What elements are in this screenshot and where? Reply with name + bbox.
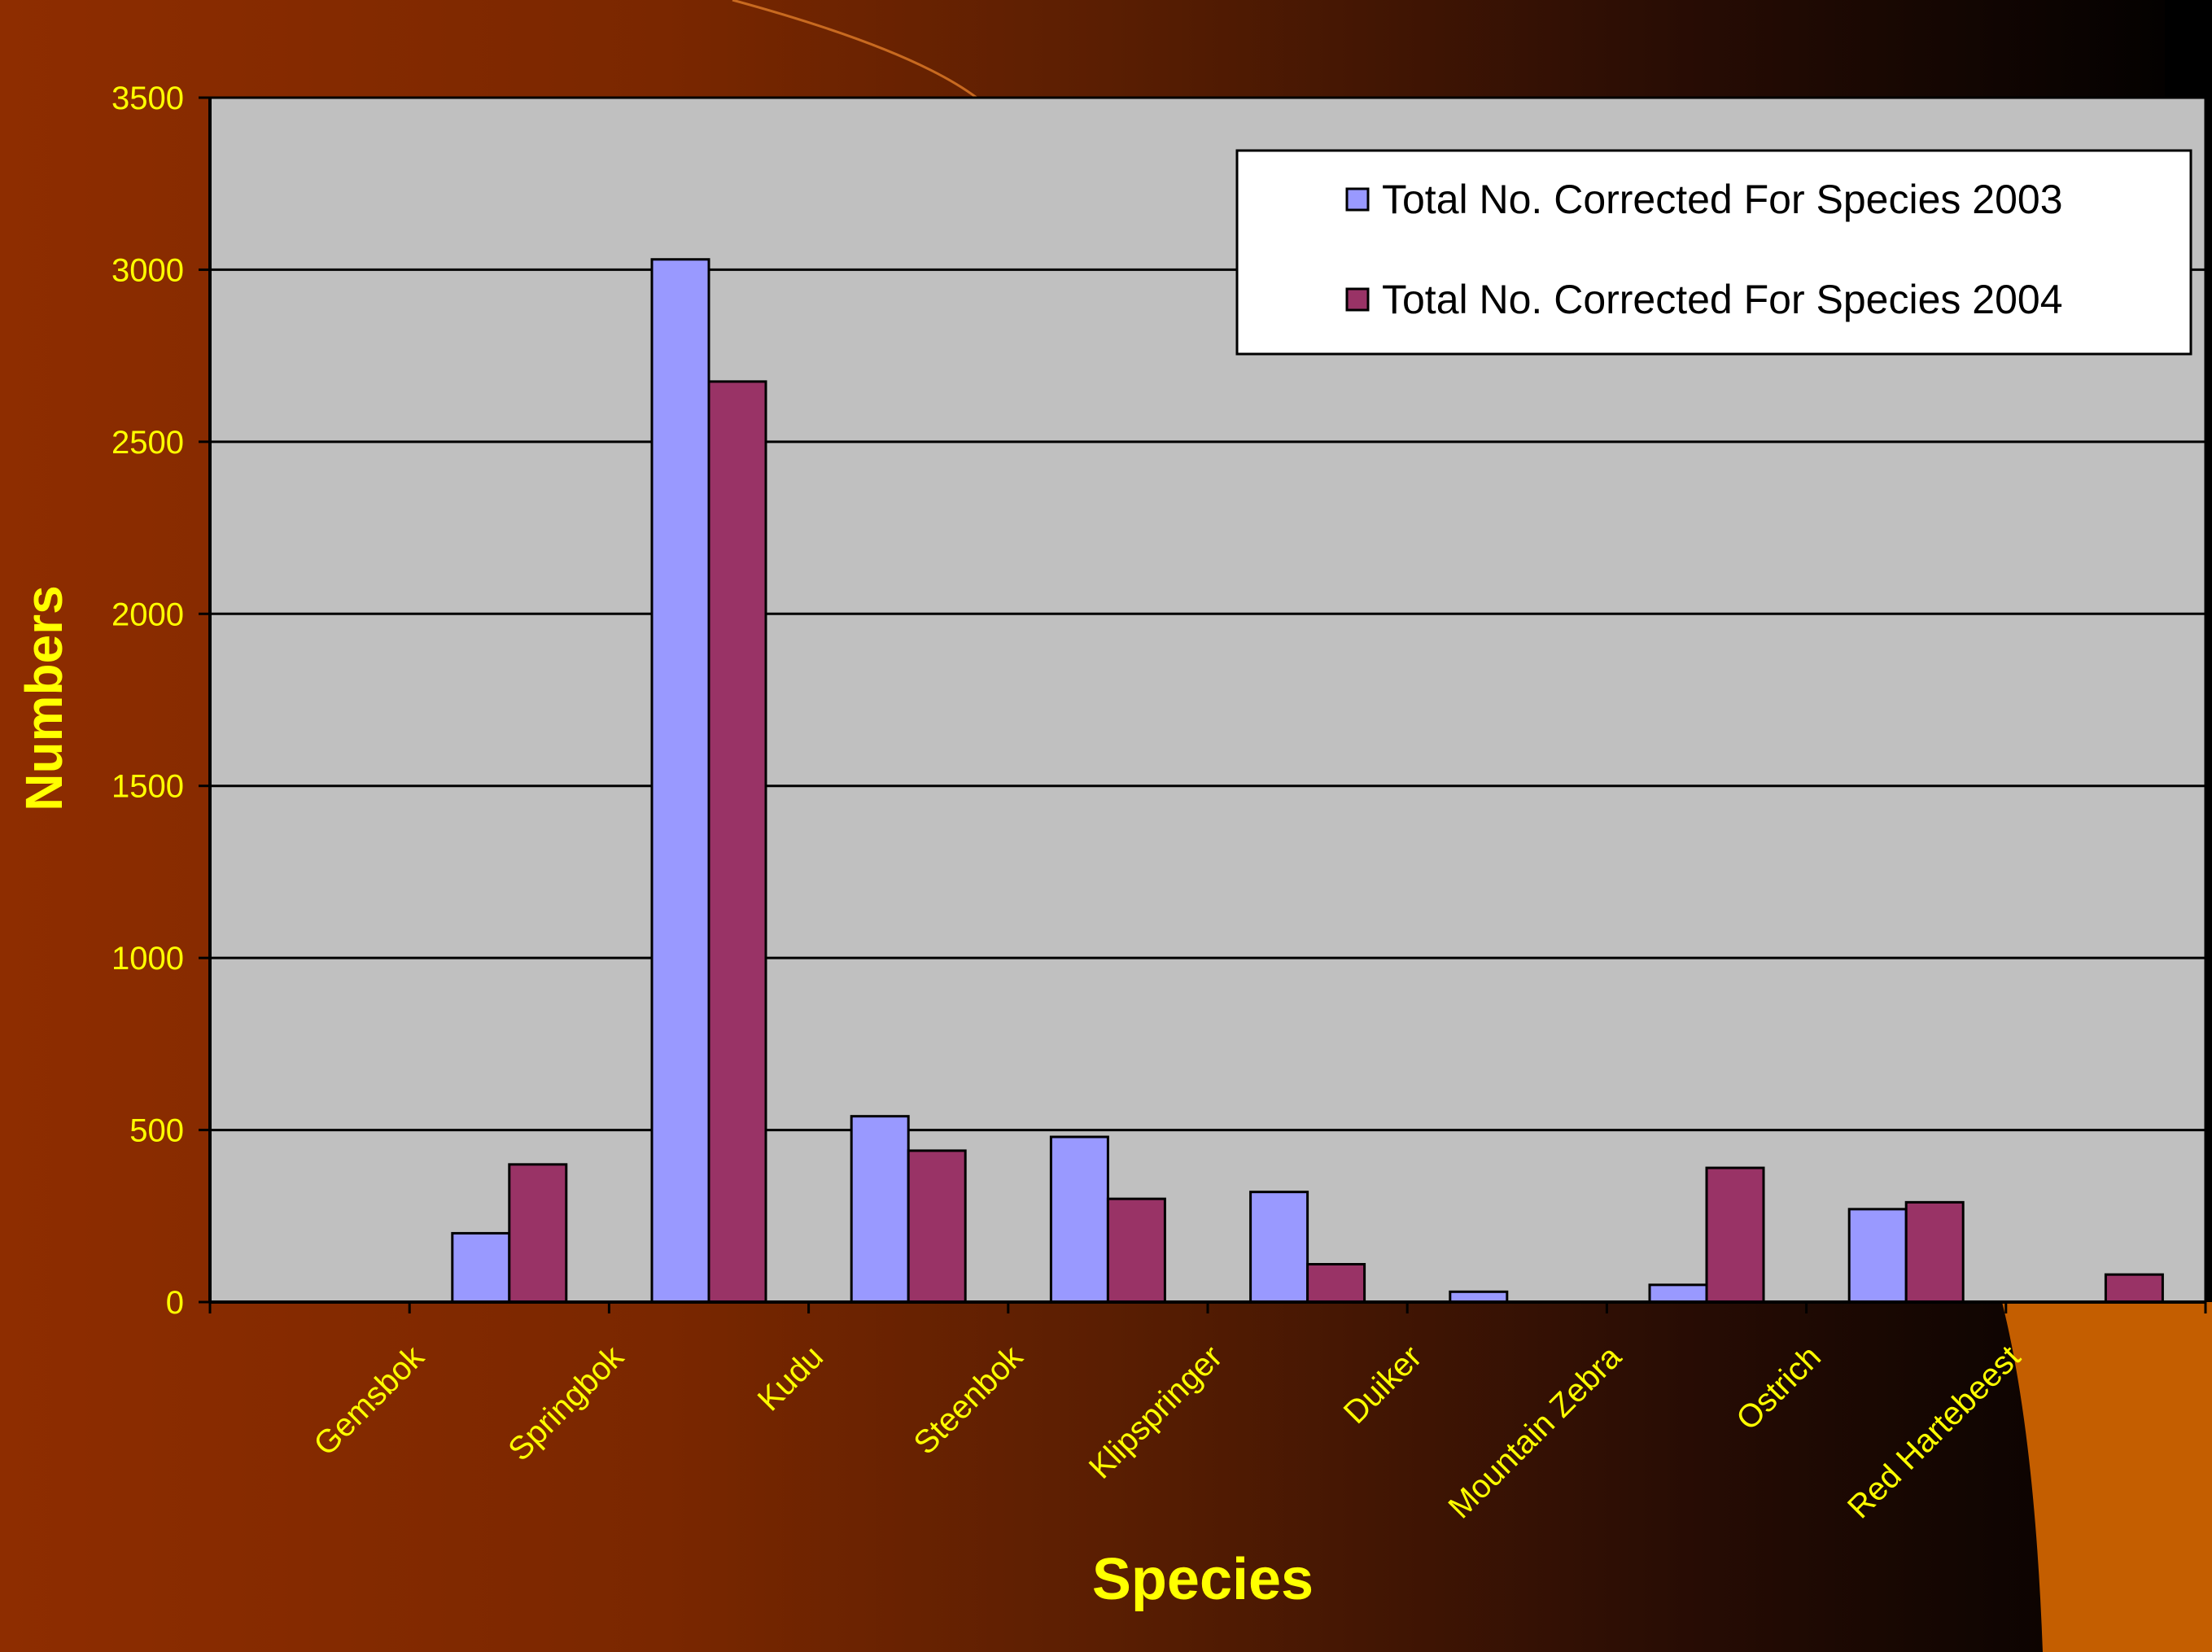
legend-label-2003: Total No. Corrected For Species 2003 [1382,177,2063,222]
x-tick-label: Klipspringer [1082,1339,1229,1485]
x-tick-label: Red Hartebeest [1841,1339,2027,1525]
bar-ostrich-2003 [1847,1208,1908,1304]
x-tick-label: Mountain Zebra [1442,1339,1629,1526]
bar-gemsbok-2003 [451,1231,511,1304]
bar-klipspringer-2003 [1249,1191,1309,1304]
y-tick-label: 0 [166,1285,184,1321]
x-tick-label: Ostrich [1729,1339,1828,1437]
x-tick-label: Steenbok [907,1339,1030,1462]
x-tick-label: Springbok [501,1339,631,1468]
legend: Total No. Corrected For Species 2003 Tot… [1235,149,2192,356]
x-tick-label: Gemsbok [307,1339,431,1463]
bar-springbok-2003 [650,258,710,1304]
legend-swatch-2003 [1345,187,1370,212]
x-axis-label: Species [1092,1547,1314,1612]
background-arc [732,0,977,99]
bar-steenbok-2004 [1106,1197,1166,1304]
y-tick-label: 3000 [111,252,184,288]
y-tick-label: 2500 [111,425,184,461]
y-tick-label: 1000 [111,941,184,977]
y-tick-label: 3500 [111,81,184,116]
y-tick-label: 500 [129,1113,184,1149]
bar-steenbok-2003 [1049,1135,1109,1304]
bar-mountain-zebra-2004 [1705,1166,1765,1304]
legend-swatch-2004 [1345,287,1370,312]
bar-kudu-2004 [907,1149,967,1304]
axes [199,96,2207,1313]
bar-springbok-2004 [707,380,767,1304]
x-tick-label: Duiker [1337,1339,1429,1431]
bar-gemsbok-2004 [508,1163,568,1304]
bar-red-hartebeest-2004 [2104,1273,2164,1304]
y-tick-label: 1500 [111,769,184,805]
bar-klipspringer-2004 [1306,1262,1366,1304]
y-axis-label: Numbers [15,585,73,811]
bar-kudu-2003 [850,1115,910,1304]
x-tick-labels: Gemsbok Springbok Kudu Steenbok Klipspringer… [307,1339,2027,1526]
background-orange-panel [2002,1302,2212,1652]
bars [451,258,2164,1304]
x-tick-label: Kudu [751,1339,830,1418]
bar-ostrich-2004 [1904,1200,1965,1304]
y-tick-label: 2000 [111,597,184,632]
y-tick-labels: 0 500 1000 1500 2000 2500 3000 3500 [111,81,184,1321]
legend-box [1235,149,2192,356]
bar-mountain-zebra-2003 [1648,1283,1708,1304]
legend-label-2004: Total No. Corrected For Species 2004 [1382,277,2063,322]
